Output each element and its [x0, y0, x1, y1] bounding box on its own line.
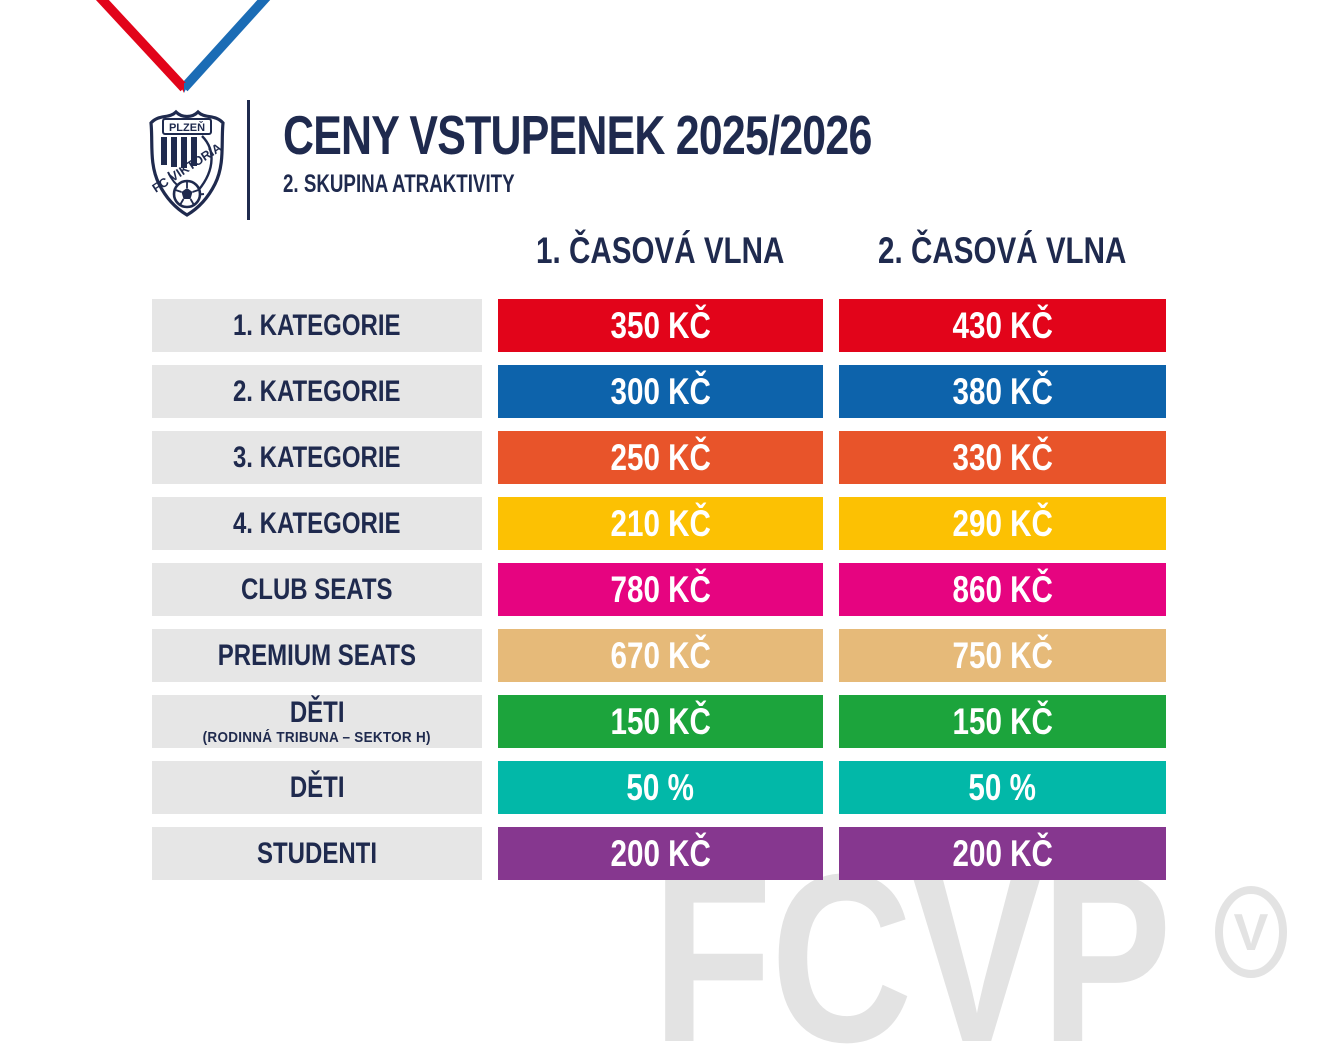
category-cell: 2. KATEGORIE	[152, 365, 482, 418]
price-value: 210 KČ	[610, 502, 711, 544]
price-value: 860 KČ	[952, 568, 1053, 610]
category-label: STUDENTI	[257, 836, 377, 870]
price-cell-wave1: 210 KČ	[498, 497, 823, 550]
category-sublabel-text: (RODINNÁ TRIBUNA – SEKTOR H)	[202, 728, 432, 746]
category-label: 1. KATEGORIE	[233, 308, 401, 342]
price-cell-wave2: 750 KČ	[839, 629, 1166, 682]
category-label: 3. KATEGORIE	[233, 440, 401, 474]
price-value: 150 KČ	[610, 700, 711, 742]
price-cell-wave2: 430 KČ	[839, 299, 1166, 352]
chevron-accent-icon	[95, 0, 271, 93]
price-value: 780 KČ	[610, 568, 711, 610]
category-label: PREMIUM SEATS	[217, 638, 417, 672]
price-cell-wave1: 350 KČ	[498, 299, 823, 352]
price-table: 1. KATEGORIE 350 KČ 430 KČ 2. KATEGORIE …	[152, 299, 1166, 880]
club-crest-logo: PLZEŇ FC VIKTORIA	[149, 109, 225, 217]
price-cell-wave2: 290 KČ	[839, 497, 1166, 550]
category-cell: DĚTI	[152, 761, 482, 814]
column-header-wave2-text: 2. ČASOVÁ VLNA	[878, 230, 1127, 271]
category-cell: 3. KATEGORIE	[152, 431, 482, 484]
price-value: 150 KČ	[952, 700, 1053, 742]
price-cell-wave1: 780 KČ	[498, 563, 823, 616]
page-subtitle: 2. SKUPINA ATRAKTIVITY	[283, 170, 1038, 199]
column-header-wave1-text: 1. ČASOVÁ VLNA	[536, 230, 785, 271]
price-value: 50 %	[626, 766, 695, 808]
price-value: 250 KČ	[610, 436, 711, 478]
category-cell: DĚTI (RODINNÁ TRIBUNA – SEKTOR H)	[152, 695, 482, 748]
category-label: DĚTI	[289, 695, 345, 729]
price-cell-wave1: 150 KČ	[498, 695, 823, 748]
category-label: 4. KATEGORIE	[233, 506, 401, 540]
title-block: CENY VSTUPENEK 2025/2026 2. SKUPINA ATRA…	[283, 108, 1038, 199]
category-cell: PREMIUM SEATS	[152, 629, 482, 682]
price-value: 330 KČ	[952, 436, 1053, 478]
price-value: 750 KČ	[952, 634, 1053, 676]
price-cell-wave2: 330 KČ	[839, 431, 1166, 484]
crest-city-text: PLZEŇ	[169, 121, 205, 134]
price-cell-wave2: 200 KČ	[839, 827, 1166, 880]
price-value: 430 KČ	[952, 304, 1053, 346]
category-cell: 1. KATEGORIE	[152, 299, 482, 352]
price-cell-wave2: 150 KČ	[839, 695, 1166, 748]
price-value: 50 %	[968, 766, 1037, 808]
page-title: CENY VSTUPENEK 2025/2026	[283, 108, 1038, 163]
crest-stripes	[161, 137, 197, 168]
header-divider	[247, 100, 250, 220]
price-cell-wave2: 860 KČ	[839, 563, 1166, 616]
category-label: CLUB SEATS	[241, 572, 393, 606]
price-value: 350 KČ	[610, 304, 711, 346]
column-header-wave1: 1. ČASOVÁ VLNA	[498, 230, 823, 272]
price-value: 290 KČ	[952, 502, 1053, 544]
registered-v-mark-icon: V	[1215, 886, 1287, 978]
price-cell-wave1: 200 KČ	[498, 827, 823, 880]
price-cell-wave1: 670 KČ	[498, 629, 823, 682]
price-value: 200 KČ	[952, 832, 1053, 874]
page-title-text: CENY VSTUPENEK 2025/2026	[283, 104, 872, 166]
category-cell: CLUB SEATS	[152, 563, 482, 616]
v-mark-letter: V	[1234, 904, 1269, 962]
category-label: DĚTI	[289, 770, 345, 804]
price-value: 200 KČ	[610, 832, 711, 874]
price-value: 670 KČ	[610, 634, 711, 676]
price-cell-wave2: 380 KČ	[839, 365, 1166, 418]
price-cell-wave1: 250 KČ	[498, 431, 823, 484]
category-cell: STUDENTI	[152, 827, 482, 880]
price-cell-wave1: 300 KČ	[498, 365, 823, 418]
category-sublabel: (RODINNÁ TRIBUNA – SEKTOR H)	[190, 729, 443, 746]
category-label: 2. KATEGORIE	[233, 374, 401, 408]
price-value: 300 KČ	[610, 370, 711, 412]
price-value: 380 KČ	[952, 370, 1053, 412]
price-cell-wave2: 50 %	[839, 761, 1166, 814]
price-cell-wave1: 50 %	[498, 761, 823, 814]
column-header-wave2: 2. ČASOVÁ VLNA	[839, 230, 1166, 272]
page-subtitle-text: 2. SKUPINA ATRAKTIVITY	[283, 170, 515, 198]
category-cell: 4. KATEGORIE	[152, 497, 482, 550]
